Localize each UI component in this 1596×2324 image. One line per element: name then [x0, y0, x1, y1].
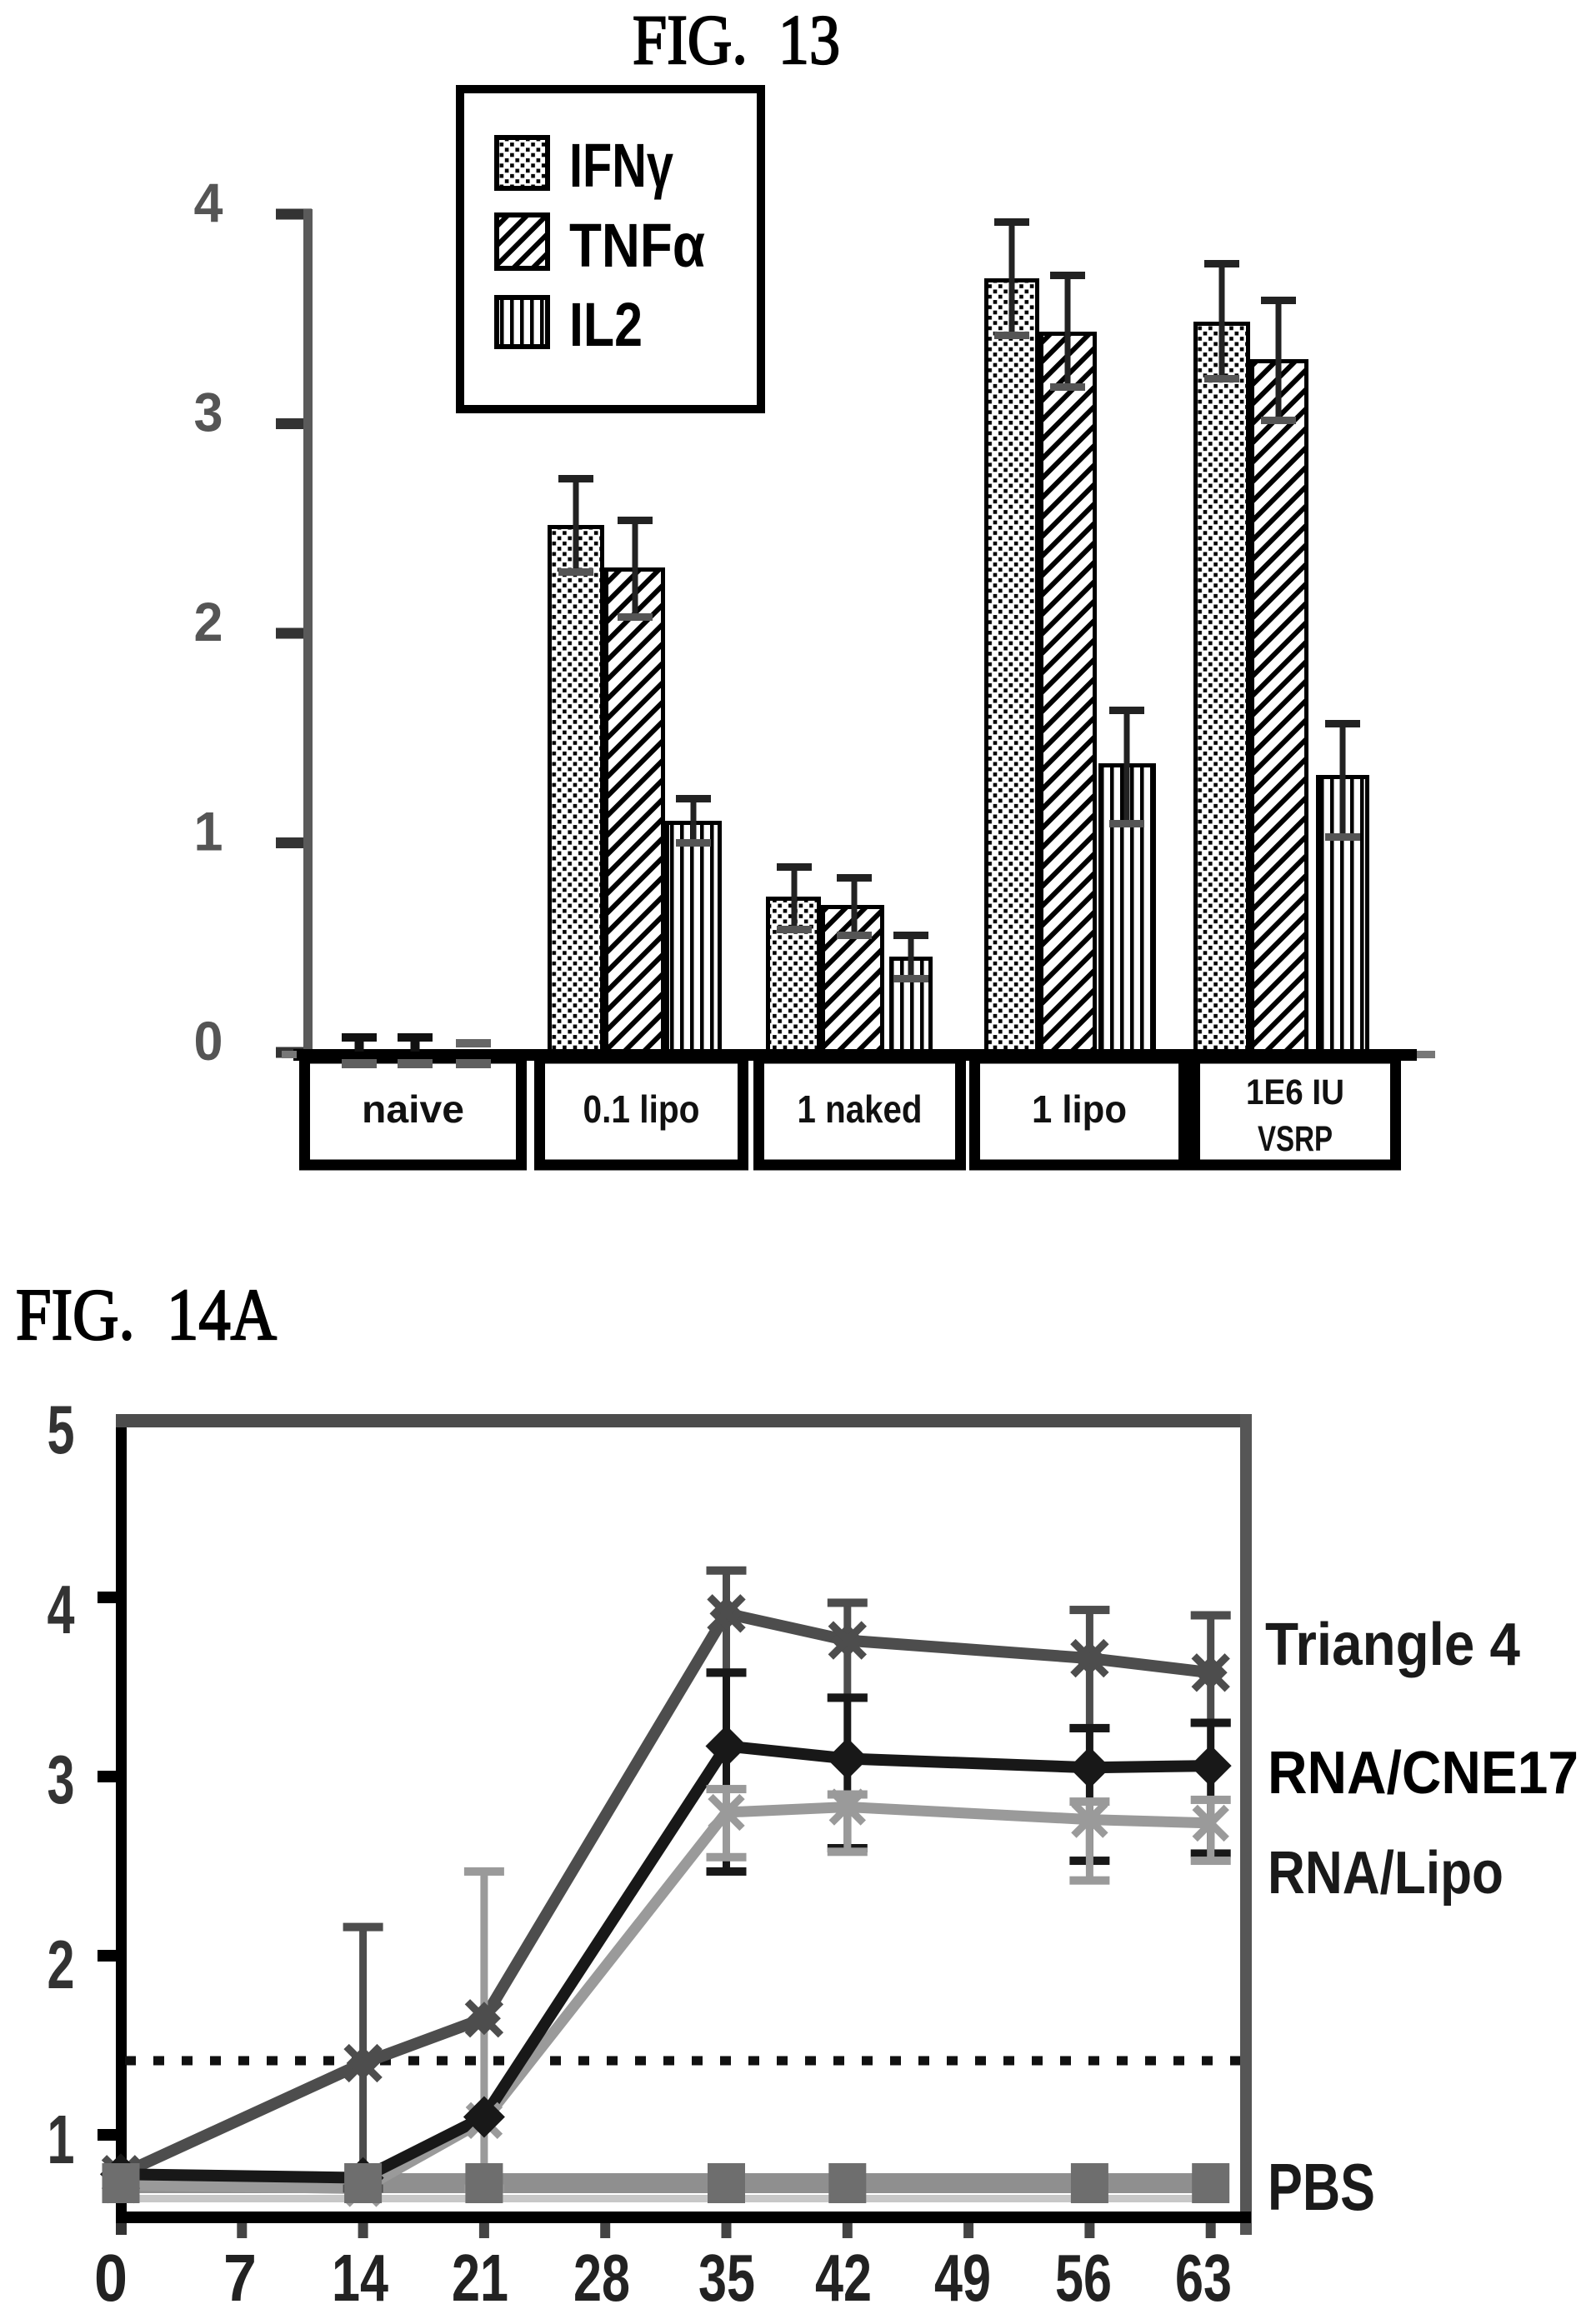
svg-text:0: 0 [194, 1010, 223, 1072]
svg-text:3: 3 [194, 382, 223, 443]
svg-text:1E6 IU: 1E6 IU [1246, 1072, 1344, 1112]
svg-text:7: 7 [223, 2241, 257, 2315]
svg-text:FIG. 14A: FIG. 14A [16, 1275, 277, 1356]
svg-text:63: 63 [1175, 2241, 1232, 2315]
svg-text:49: 49 [934, 2241, 991, 2315]
svg-text:Triangle 4: Triangle 4 [1265, 1612, 1520, 1678]
svg-text:FIG. 13: FIG. 13 [633, 1, 840, 79]
svg-text:IL2: IL2 [569, 290, 643, 359]
svg-text:RNA/CNE17: RNA/CNE17 [1268, 1740, 1578, 1807]
svg-text:4: 4 [194, 172, 223, 233]
svg-text:28: 28 [573, 2241, 630, 2315]
svg-text:2: 2 [48, 1926, 75, 2003]
svg-text:VSRP: VSRP [1258, 1119, 1333, 1159]
svg-text:4: 4 [48, 1571, 75, 1648]
svg-text:35: 35 [698, 2241, 755, 2315]
svg-text:14: 14 [332, 2241, 388, 2315]
svg-text:1 lipo: 1 lipo [1032, 1087, 1127, 1131]
svg-text:naive: naive [362, 1087, 464, 1131]
svg-text:5: 5 [48, 1391, 75, 1468]
svg-text:1: 1 [48, 2101, 75, 2178]
svg-text:42: 42 [815, 2241, 872, 2315]
svg-text:IFNγ: IFNγ [569, 131, 673, 200]
svg-text:PBS: PBS [1268, 2150, 1375, 2224]
svg-text:3: 3 [48, 1741, 75, 1818]
svg-text:1: 1 [194, 801, 223, 862]
svg-text:0: 0 [94, 2241, 128, 2315]
svg-text:2: 2 [194, 591, 223, 652]
svg-text:0.1 lipo: 0.1 lipo [583, 1087, 700, 1131]
svg-text:56: 56 [1055, 2241, 1112, 2315]
svg-text:21: 21 [452, 2241, 508, 2315]
svg-text:RNA/Lipo: RNA/Lipo [1268, 1840, 1503, 1907]
svg-text:TNFα: TNFα [569, 211, 705, 280]
svg-text:1 naked: 1 naked [798, 1087, 923, 1131]
